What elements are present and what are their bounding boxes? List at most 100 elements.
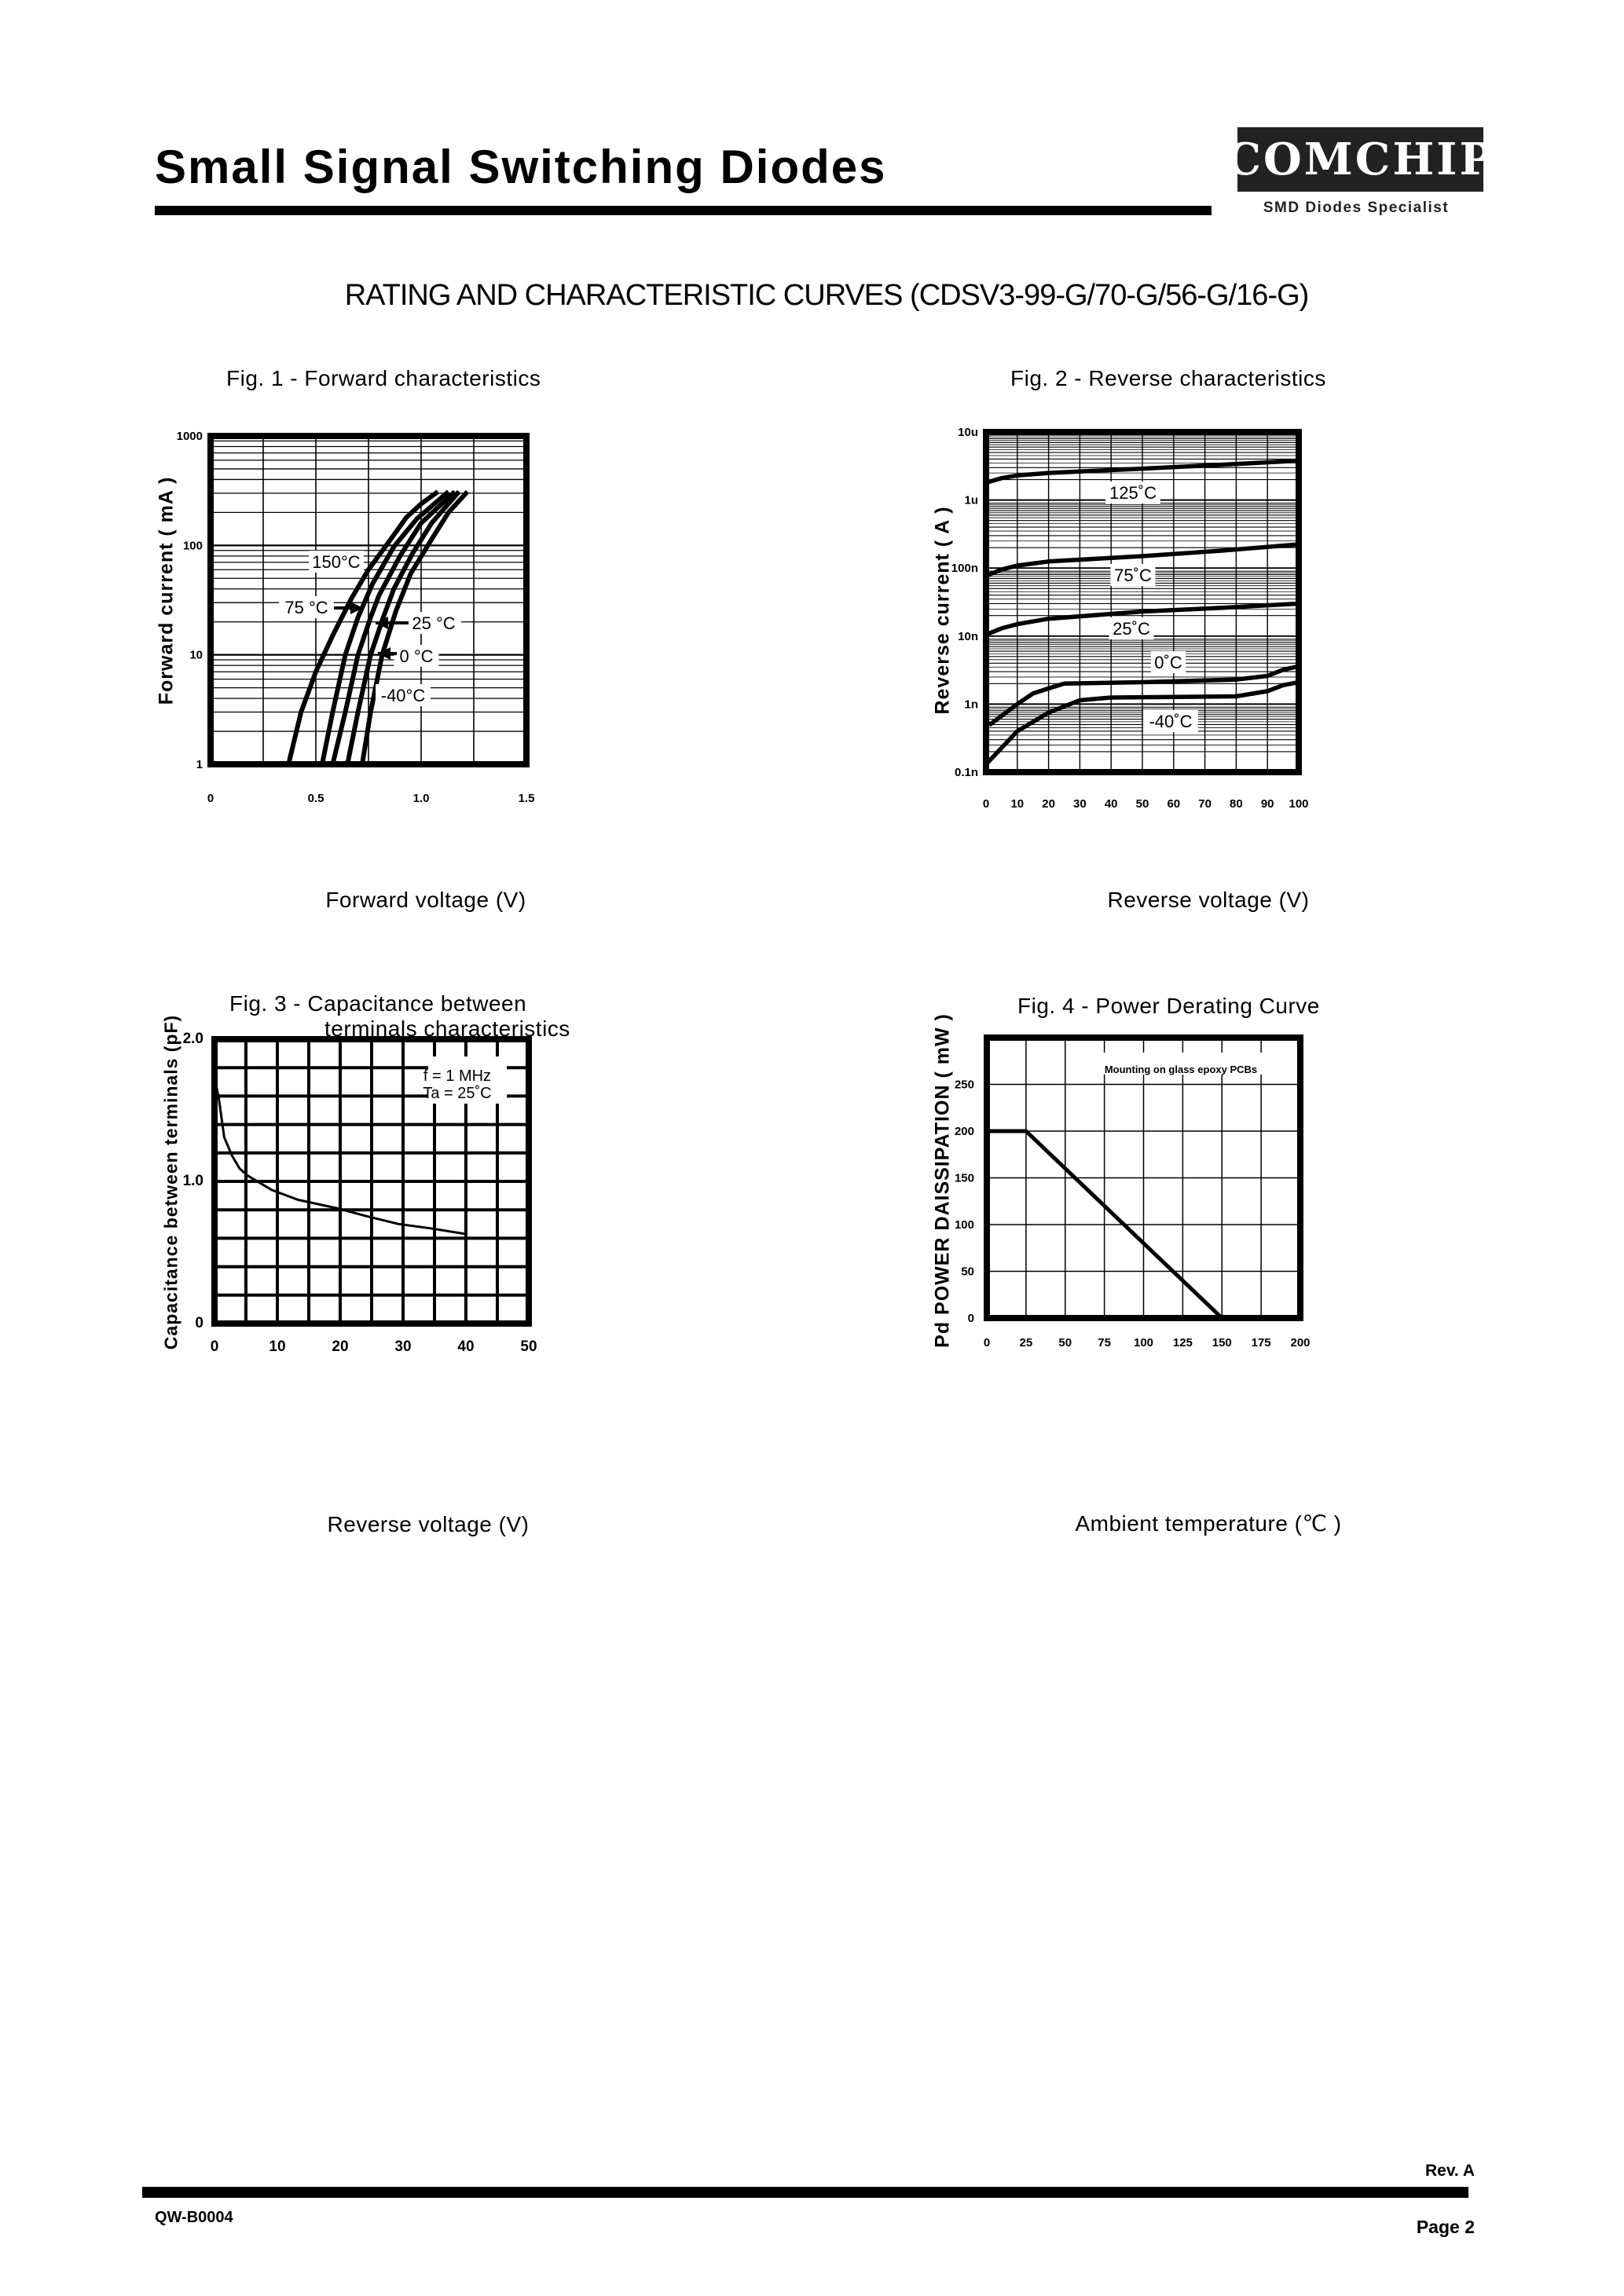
revision: Rev. A bbox=[1424, 2162, 1475, 2180]
fig2-title: Fig. 2 - Reverse characteristics bbox=[1010, 366, 1326, 390]
x-tick-label: 125 bbox=[1173, 1336, 1193, 1349]
series-line-3 bbox=[988, 664, 1300, 727]
x-tick-label: 0 bbox=[984, 1336, 990, 1349]
y-tick-label: 250 bbox=[955, 1078, 974, 1092]
y-tick-label: 1000 bbox=[177, 430, 203, 443]
note-background bbox=[1100, 1053, 1262, 1075]
page-number: Page 2 bbox=[1416, 2217, 1475, 2237]
y-tick-label: 10u bbox=[958, 426, 978, 439]
logo-text: COMCHIP bbox=[1226, 134, 1495, 185]
label-background bbox=[279, 596, 334, 618]
x-tick-label: 0 bbox=[983, 797, 989, 811]
label-background bbox=[1110, 564, 1156, 586]
y-tick-label: 100n bbox=[951, 562, 978, 575]
x-tick-label: 0 bbox=[211, 1338, 219, 1355]
y-tick-label: 10 bbox=[189, 649, 203, 662]
y-tick-label: 0 bbox=[195, 1315, 203, 1331]
grid bbox=[214, 1039, 529, 1324]
x-tick-label: 80 bbox=[1230, 797, 1243, 811]
series-line-1 bbox=[984, 542, 1300, 578]
x-tick-label: 40 bbox=[457, 1338, 474, 1355]
x-tick-label: 25 bbox=[1020, 1336, 1033, 1349]
fig1-forward-chart: 0 0.5 1.0 1.5 1 10 100 1000 150°C 75 °C 25 °C 0 °C -… bbox=[177, 430, 535, 805]
y-tick-label: 100 bbox=[955, 1218, 974, 1232]
series-line-4 bbox=[360, 489, 470, 765]
x-tick-label: 30 bbox=[1073, 797, 1087, 811]
series-label: 0 °C bbox=[399, 646, 433, 666]
series-label: 25 °C bbox=[412, 613, 455, 633]
x-tick-label: 100 bbox=[1289, 797, 1308, 811]
plot-border bbox=[207, 433, 530, 767]
arrowhead-icon bbox=[350, 602, 363, 614]
y-tick-label: 150 bbox=[955, 1172, 974, 1185]
x-tick-label: 1.0 bbox=[413, 792, 430, 805]
x-tick-label: 90 bbox=[1261, 797, 1274, 811]
x-tick-label: 30 bbox=[394, 1338, 411, 1355]
y-tick-label: 1.0 bbox=[183, 1173, 203, 1189]
grid bbox=[986, 432, 1299, 773]
x-tick-label: 75 bbox=[1098, 1336, 1111, 1349]
series-label: 0˚C bbox=[1154, 653, 1182, 672]
x-tick-label: 50 bbox=[520, 1338, 537, 1355]
series-label: 75˚C bbox=[1114, 566, 1152, 585]
label-background bbox=[406, 612, 461, 634]
y-tick-label: 0 bbox=[968, 1312, 974, 1325]
fig3-xlabel: Reverse voltage (V) bbox=[327, 1512, 530, 1536]
series-label: 75 °C bbox=[284, 598, 328, 617]
chart-note: f = 1 MHz bbox=[423, 1067, 491, 1085]
arrowhead-icon bbox=[378, 647, 390, 660]
series-label: 125˚C bbox=[1109, 483, 1157, 503]
plot-border bbox=[211, 1036, 532, 1327]
fig4-title: Fig. 4 - Power Derating Curve bbox=[1017, 994, 1320, 1018]
fig1-title: Fig. 1 - Forward characteristics bbox=[226, 366, 541, 390]
chart-note: Mounting on glass epoxy PCBs bbox=[1105, 1064, 1257, 1075]
fig2-ylabel: Reverse current ( A ) bbox=[931, 506, 954, 715]
note-background bbox=[428, 1056, 507, 1104]
x-tick-label: 0.5 bbox=[308, 792, 324, 805]
fig3-ylabel: Capacitance between terminals (pF) bbox=[160, 1014, 181, 1350]
series-line-3 bbox=[345, 489, 461, 765]
plot-border bbox=[984, 1034, 1303, 1321]
label-background bbox=[309, 551, 364, 573]
label-background bbox=[394, 645, 439, 667]
label-background bbox=[1143, 710, 1198, 732]
x-tick-label: 50 bbox=[1136, 797, 1149, 811]
section-title: RATING AND CHARACTERISTIC CURVES (CDSV3-… bbox=[344, 279, 1310, 312]
series-label: -40˚C bbox=[1149, 712, 1192, 731]
series-line-0 bbox=[987, 1129, 1224, 1320]
document-number: QW-B0004 bbox=[155, 2209, 233, 2226]
x-tick-label: 60 bbox=[1167, 797, 1180, 811]
series-line-4 bbox=[984, 679, 1300, 766]
fig1-xlabel: Forward voltage (V) bbox=[325, 888, 526, 912]
x-tick-label: 200 bbox=[1290, 1336, 1310, 1349]
fig2-reverse-chart: 0 10 20 30 40 50 60 70 80 90 100 0.1n 1n 10n 100n 1u 10u… bbox=[951, 426, 1309, 811]
fig3-title: Fig. 3 - Capacitance between bbox=[229, 991, 527, 1016]
x-tick-label: 70 bbox=[1198, 797, 1212, 811]
y-tick-label: 0.1n bbox=[955, 766, 978, 779]
fig4-derating-chart: 0 25 50 75 100 125 150 175 200 0 50 100 150 200 250 Mou… bbox=[955, 1034, 1311, 1349]
x-tick-label: 20 bbox=[1042, 797, 1055, 811]
fig1-ylabel: Forward current ( mA ) bbox=[155, 476, 178, 705]
label-background bbox=[376, 684, 431, 706]
series-label: 25˚C bbox=[1113, 619, 1150, 639]
fig2-xlabel: Reverse voltage (V) bbox=[1107, 888, 1310, 912]
y-tick-label: 100 bbox=[183, 539, 203, 552]
x-tick-label: 10 bbox=[269, 1338, 285, 1355]
x-tick-label: 20 bbox=[332, 1338, 348, 1355]
series-line-0 bbox=[286, 489, 440, 765]
x-tick-label: 10 bbox=[1010, 797, 1024, 811]
y-tick-label: 50 bbox=[961, 1265, 974, 1279]
series-line-2 bbox=[984, 601, 1300, 637]
x-tick-label: 40 bbox=[1105, 797, 1118, 811]
grid bbox=[987, 1038, 1300, 1318]
series-line-0 bbox=[214, 1080, 467, 1236]
x-tick-label: 1.5 bbox=[519, 792, 535, 805]
series-label: -40°C bbox=[381, 686, 426, 705]
y-tick-label: 1 bbox=[196, 758, 203, 771]
y-tick-label: 2.0 bbox=[183, 1031, 203, 1047]
series-label: 150°C bbox=[312, 552, 361, 572]
y-tick-label: 1u bbox=[964, 494, 978, 507]
logo-tagline: SMD Diodes Specialist bbox=[1263, 200, 1450, 216]
document-title: Small Signal Switching Diodes bbox=[155, 141, 887, 193]
